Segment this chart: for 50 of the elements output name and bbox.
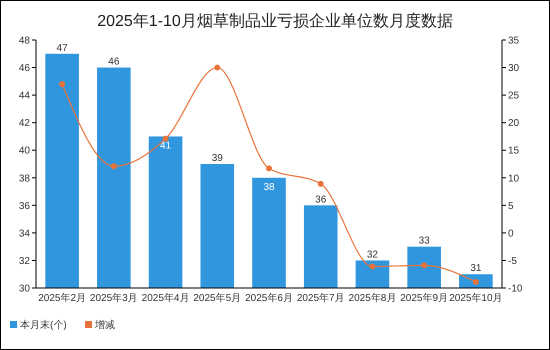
- x-tick-label: 2025年8月: [348, 292, 396, 304]
- data-label: 46: [108, 56, 120, 68]
- y2-tick-label: -5: [508, 256, 518, 267]
- x-tick-label: 2025年4月: [142, 292, 190, 304]
- point: [110, 163, 117, 170]
- y-tick-label: 42: [18, 118, 30, 130]
- x-tick-label: 2025年5月: [193, 292, 242, 304]
- point: [369, 264, 376, 270]
- data-label: 36: [315, 194, 327, 206]
- y-tick-label: 48: [18, 36, 30, 46]
- point: [266, 165, 272, 172]
- y2-tick-label: 25: [508, 90, 520, 102]
- point: [318, 180, 324, 187]
- y2-tick-label: 30: [508, 63, 520, 74]
- x-tick-label: 2025年9月: [400, 292, 448, 304]
- y2-tick-label: 20: [508, 118, 520, 130]
- y-tick-label: 44: [18, 90, 30, 102]
- y-tick-label: 30: [18, 284, 30, 294]
- data-label: 39: [212, 153, 224, 164]
- point: [162, 136, 169, 142]
- y-tick-label: 38: [18, 173, 30, 184]
- point: [472, 278, 479, 285]
- y2-tick-label: 0: [508, 228, 514, 240]
- y-tick-label: 40: [18, 146, 30, 157]
- x-tick-label: 2025年6月: [245, 292, 293, 304]
- y2-tick-label: -10: [508, 284, 523, 294]
- data-label: 32: [366, 249, 378, 260]
- chart-title: 2025年1-10月烟草制品业亏损企业单位数月度数据: [97, 12, 453, 30]
- legend-label: 增减: [94, 319, 115, 331]
- data-label: 41: [160, 140, 172, 152]
- x-tick-label: 2025年7月: [296, 292, 345, 304]
- x-tick-label: 2025年10月: [449, 292, 503, 304]
- y2-tick-label: 35: [508, 36, 520, 46]
- y-tick-label: 34: [18, 228, 30, 240]
- y-tick-label: 46: [18, 63, 30, 74]
- data-label: 47: [56, 42, 68, 54]
- x-tick-label: 2025年3月: [90, 292, 138, 304]
- legend-label: 本月末(个): [20, 319, 67, 331]
- data-label: 31: [470, 263, 482, 274]
- data-label: 33: [418, 236, 430, 247]
- y-tick-label: 36: [18, 200, 30, 212]
- point: [421, 262, 428, 268]
- y-tick-label: 32: [18, 256, 30, 267]
- point: [214, 64, 220, 71]
- point: [59, 81, 66, 88]
- x-tick-label: 2025年2月: [38, 292, 86, 304]
- y2-tick-label: 5: [508, 200, 514, 212]
- data-label: 38: [263, 182, 275, 193]
- y2-tick-label: 10: [508, 173, 520, 184]
- y2-tick-label: 15: [508, 146, 520, 157]
